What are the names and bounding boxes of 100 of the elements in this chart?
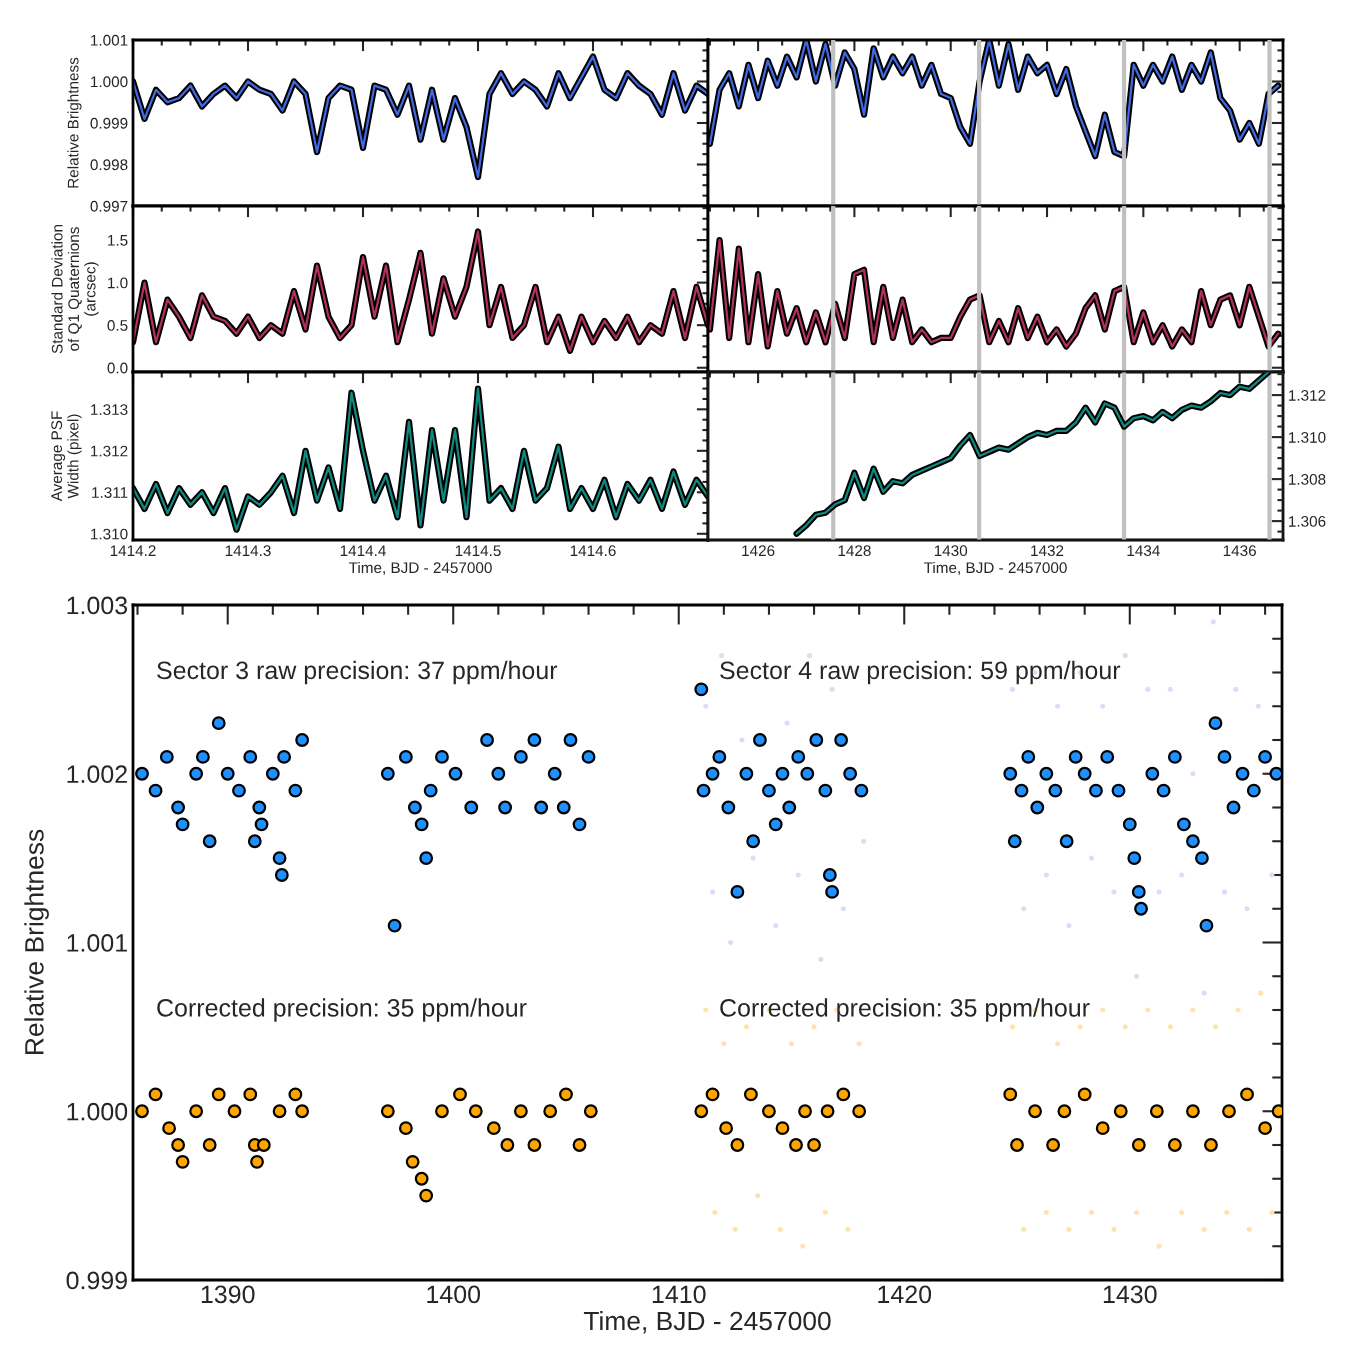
- point: [1100, 703, 1106, 709]
- x-tick-label: 1414.2: [110, 545, 156, 556]
- point: [743, 1024, 749, 1030]
- y-tick-label: 1.000: [67, 1102, 128, 1121]
- y-tick-label: 1.001: [67, 934, 127, 952]
- point: [1233, 686, 1239, 692]
- point: [800, 1243, 806, 1249]
- y-tick-label: 1.001: [91, 34, 128, 46]
- point: [1244, 906, 1250, 912]
- point: [818, 956, 824, 962]
- point: [1235, 1007, 1241, 1013]
- y-tick-label: 1.312: [91, 445, 128, 457]
- point: [1269, 1209, 1275, 1216]
- point: [732, 1226, 738, 1232]
- x-tick-label: 1400: [427, 1285, 481, 1304]
- point: [777, 1226, 783, 1232]
- x-tick-label: 1410: [652, 1285, 706, 1304]
- point: [1210, 619, 1216, 625]
- point: [856, 1041, 862, 1047]
- y2-tick-label: 1.312: [1289, 389, 1326, 401]
- point: [861, 838, 867, 844]
- point: [1246, 1226, 1252, 1232]
- x-tick-label: 1414.3: [225, 545, 271, 557]
- x-tick-label: 1414.6: [570, 545, 616, 557]
- x-tick-label: 1414.4: [340, 545, 386, 556]
- point: [1133, 973, 1140, 979]
- y-tick-label: 1.310: [91, 528, 128, 540]
- point: [1224, 1209, 1230, 1216]
- point: [1257, 990, 1264, 996]
- point: [1088, 1209, 1095, 1216]
- point: [755, 1193, 761, 1199]
- y-tick-label: 0.5: [107, 320, 128, 331]
- y-axis-title: Average PSF Width (pixel): [51, 411, 82, 502]
- y2-tick-label: 1.306: [1289, 515, 1326, 527]
- x-tick-label: 1420: [878, 1285, 932, 1304]
- point: [728, 939, 734, 946]
- x-tick-label: 1434: [1127, 545, 1160, 557]
- point: [1145, 1007, 1151, 1013]
- point: [1269, 872, 1275, 878]
- y-tick-label: 1.0: [108, 277, 128, 289]
- point: [1122, 1024, 1128, 1030]
- point: [1190, 771, 1196, 777]
- y-tick-label: 1.000: [91, 76, 128, 88]
- point: [773, 923, 779, 929]
- x-axis-title: Time, BJD - 2457000: [583, 1310, 831, 1334]
- point: [1100, 1007, 1106, 1013]
- x-tick-label: 1436: [1223, 545, 1256, 557]
- point: [1043, 1209, 1049, 1216]
- y-tick-label: 0.999: [66, 1271, 127, 1290]
- point: [1021, 906, 1027, 912]
- point: [1167, 686, 1173, 692]
- point: [1043, 872, 1049, 878]
- x-tick-label: 1414.5: [455, 545, 501, 557]
- point: [1212, 1024, 1219, 1030]
- point: [1055, 1041, 1061, 1047]
- point: [1167, 1024, 1173, 1030]
- annotation: Corrected precision: 35 ppm/hour: [157, 998, 527, 1022]
- point: [840, 906, 846, 912]
- y-tick-label: 1.003: [67, 596, 128, 615]
- x-tick-label: 1432: [1031, 545, 1064, 557]
- point: [1179, 1209, 1185, 1216]
- point: [845, 1226, 851, 1232]
- point: [1009, 686, 1016, 692]
- point: [739, 737, 745, 743]
- point: [1145, 686, 1151, 692]
- point: [1221, 889, 1228, 895]
- point: [1190, 1007, 1196, 1013]
- y-axis-title: Standard Deviation of Q1 Quaternions (arcsec): [51, 225, 99, 354]
- y-tick-label: 0.997: [90, 200, 128, 212]
- x-axis-title: Time, BJD - 2457000: [348, 561, 492, 575]
- point: [795, 872, 801, 878]
- y-tick-label: 1.311: [92, 487, 128, 498]
- point: [703, 1007, 709, 1013]
- point: [806, 653, 813, 659]
- point: [1156, 1243, 1162, 1249]
- point: [750, 855, 756, 861]
- point: [1133, 1209, 1140, 1216]
- x-tick-label: 1426: [742, 545, 775, 557]
- point: [1179, 872, 1185, 878]
- y2-tick-label: 1.308: [1289, 473, 1326, 485]
- y-tick-label: 1.313: [91, 404, 128, 416]
- annotation: Sector 3 raw precision: 37 ppm/hour: [157, 660, 558, 685]
- point: [1009, 1024, 1016, 1030]
- point: [1201, 990, 1207, 996]
- y-axis-title: Relative Brightness: [67, 57, 82, 188]
- point: [1255, 703, 1261, 709]
- point: [829, 686, 835, 692]
- point: [822, 1209, 828, 1216]
- x-axis-title: Time, BJD - 2457000: [923, 561, 1067, 575]
- y-tick-label: 1.5: [108, 235, 128, 246]
- point: [1088, 855, 1095, 861]
- point: [1111, 889, 1117, 895]
- point: [712, 1209, 718, 1216]
- x-tick-label: 1430: [934, 545, 968, 557]
- point: [784, 720, 790, 726]
- y2-tick-label: 1.310: [1289, 431, 1326, 443]
- point: [1066, 1226, 1072, 1232]
- point: [1122, 653, 1128, 659]
- point: [1201, 1226, 1207, 1232]
- y-tick-label: 0.0: [107, 362, 128, 374]
